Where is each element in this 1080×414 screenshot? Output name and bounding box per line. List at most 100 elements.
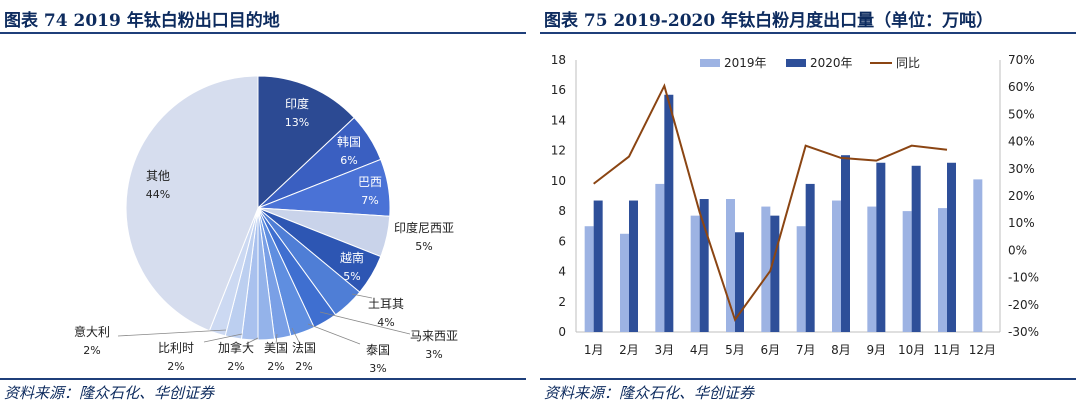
- y2-tick-label-2: -10%: [1008, 271, 1039, 285]
- bar-2019-1: [620, 233, 629, 332]
- y-tick-label-3: 6: [558, 234, 566, 248]
- pie-label-12: 意大利: [74, 324, 110, 339]
- pie-pct-12: 2%: [83, 344, 100, 357]
- bar-2020-7: [841, 155, 850, 332]
- pie-leader-line-6: [319, 311, 411, 335]
- bar-2020-5: [770, 215, 780, 332]
- bar-2019-2: [655, 183, 665, 332]
- pie-panel: 图表 74 2019 年钛白粉出口目的地 印度 13% 韩国 6% 巴西 7% 印度尼西亚 5…: [0, 0, 530, 414]
- pie-leader-line-11: [203, 333, 243, 343]
- bar-2019-9: [902, 211, 912, 332]
- y-tick-label-7: 14: [551, 113, 566, 127]
- pie-label-3: 印度尼西亚: [394, 220, 454, 235]
- y-tick-label-9: 18: [551, 53, 566, 67]
- y2-tick-label-8: 50%: [1008, 107, 1035, 121]
- bar-2019-0: [584, 226, 594, 332]
- y2-tick-label-6: 30%: [1008, 162, 1035, 176]
- pie-pct-5: 4%: [377, 316, 394, 329]
- pie-label-11: 比利时: [158, 341, 194, 355]
- y2-tick-label-3: 0%: [1008, 243, 1027, 257]
- legend-swatch-2020: [786, 59, 806, 67]
- y2-tick-label-10: 70%: [1008, 53, 1035, 67]
- bar-2019-3: [690, 215, 700, 332]
- bar-panel: 图表 75 2019-2020 年钛白粉月度出口量（单位：万吨） 0 2 4 6 8 10…: [540, 0, 1080, 414]
- pie-label-4: 越南: [340, 250, 364, 265]
- bar-source-rule: [540, 378, 1076, 380]
- y2-tick-label-5: 20%: [1008, 189, 1035, 203]
- pie-title: 图表 74 2019 年钛白粉出口目的地: [4, 11, 280, 31]
- pie-label-2: 巴西: [358, 175, 382, 189]
- pie-label-9: 美国: [264, 341, 288, 355]
- x-tick-label-6: 7月: [796, 343, 816, 357]
- y-tick-label-5: 10: [551, 174, 566, 188]
- pie-source: 资料来源：隆众石化、华创证券: [4, 384, 215, 402]
- bar-2020-9: [911, 165, 921, 332]
- x-tick-label-4: 5月: [725, 343, 745, 357]
- pie-label-0: 印度: [285, 96, 309, 111]
- pie-pct-4: 5%: [343, 270, 360, 283]
- pie-chart: 印度 13% 韩国 6%巴西 7% 印度尼西亚 5% 越南 5% 土耳其 4% 马来西亚 3% 泰国 3% 法…: [74, 75, 458, 375]
- pie-pct-9: 2%: [267, 360, 284, 373]
- x-tick-label-8: 9月: [867, 343, 887, 357]
- pie-leader-line-8: [291, 327, 301, 345]
- bar-2019-8: [867, 206, 877, 332]
- bar-2020-10: [947, 162, 956, 332]
- pie-leader-line-9: [275, 333, 278, 345]
- pie-label-7: 泰国: [366, 343, 390, 357]
- y-tick-label-0: 0: [558, 325, 566, 339]
- y-tick-label-8: 16: [551, 83, 566, 97]
- x-tick-label-5: 6月: [761, 343, 781, 357]
- pie-slice-0: [257, 75, 355, 210]
- pie-pct-7: 3%: [369, 362, 386, 375]
- pie-pct-2: 7%: [361, 194, 378, 207]
- bar-2019-4: [726, 199, 735, 332]
- pie-pct-6: 3%: [425, 348, 442, 361]
- y-tick-label-2: 4: [558, 265, 566, 279]
- pie-label-1: 韩国: [337, 134, 361, 149]
- pie-label-13: 其他: [146, 169, 170, 183]
- pie-leader-line-12: [117, 329, 227, 337]
- pie-leader-line-10: [245, 337, 259, 345]
- bar-source: 资料来源：隆众石化、华创证券: [544, 384, 755, 402]
- x-tick-label-10: 11月: [933, 343, 960, 357]
- pie-label-6: 马来西亚: [410, 329, 458, 343]
- pie-label-10: 加拿大: [218, 340, 254, 355]
- bar-2019-6: [796, 226, 806, 332]
- pie-pct-3: 5%: [415, 240, 432, 253]
- legend-label-2019: 2019年: [724, 56, 767, 70]
- bar-2020-4: [735, 232, 744, 332]
- bar-2019-5: [761, 206, 771, 332]
- pie-pct-8: 2%: [295, 360, 312, 373]
- pie-label-8: 法国: [292, 341, 316, 355]
- pie-leader-line-5: [351, 293, 373, 299]
- bar-2020-2: [664, 94, 674, 332]
- pie-slice-13: [125, 75, 259, 332]
- x-tick-label-2: 3月: [655, 343, 675, 357]
- bar-chart: 0 2 4 6 8 10 12 14 16 18 -30% -20% -10% 0% 10% 20% 30% 40…: [551, 53, 1039, 357]
- pie-pct-11: 2%: [167, 360, 184, 373]
- bar-2019-7: [832, 200, 841, 332]
- x-tick-label-9: 10月: [898, 343, 925, 357]
- bar-2020-3: [699, 199, 709, 332]
- bar-2019-10: [938, 208, 947, 332]
- y-tick-label-6: 12: [551, 144, 566, 158]
- pie-pct-0: 13%: [285, 116, 309, 129]
- bar-2020-0: [593, 200, 603, 332]
- y2-tick-label-9: 60%: [1008, 80, 1035, 94]
- bar-2020-1: [629, 200, 638, 332]
- x-tick-label-11: 12月: [969, 343, 996, 357]
- bar-title-rule: [540, 32, 1076, 34]
- pie-label-5: 土耳其: [368, 297, 404, 311]
- bar-2020-8: [876, 162, 886, 332]
- bar-2019-11: [973, 179, 983, 332]
- bar-2020-6: [805, 183, 815, 332]
- pie-leader-line-7: [307, 323, 361, 345]
- legend-label-yoy: 同比: [896, 56, 920, 70]
- pie-pct-13: 44%: [146, 188, 170, 201]
- pie-pct-1: 6%: [340, 154, 357, 167]
- yoy-line: [593, 83, 948, 322]
- pie-source-rule: [0, 378, 526, 380]
- x-tick-label-3: 4月: [690, 343, 710, 357]
- pie-pct-10: 2%: [227, 360, 244, 373]
- x-tick-label-7: 8月: [831, 343, 851, 357]
